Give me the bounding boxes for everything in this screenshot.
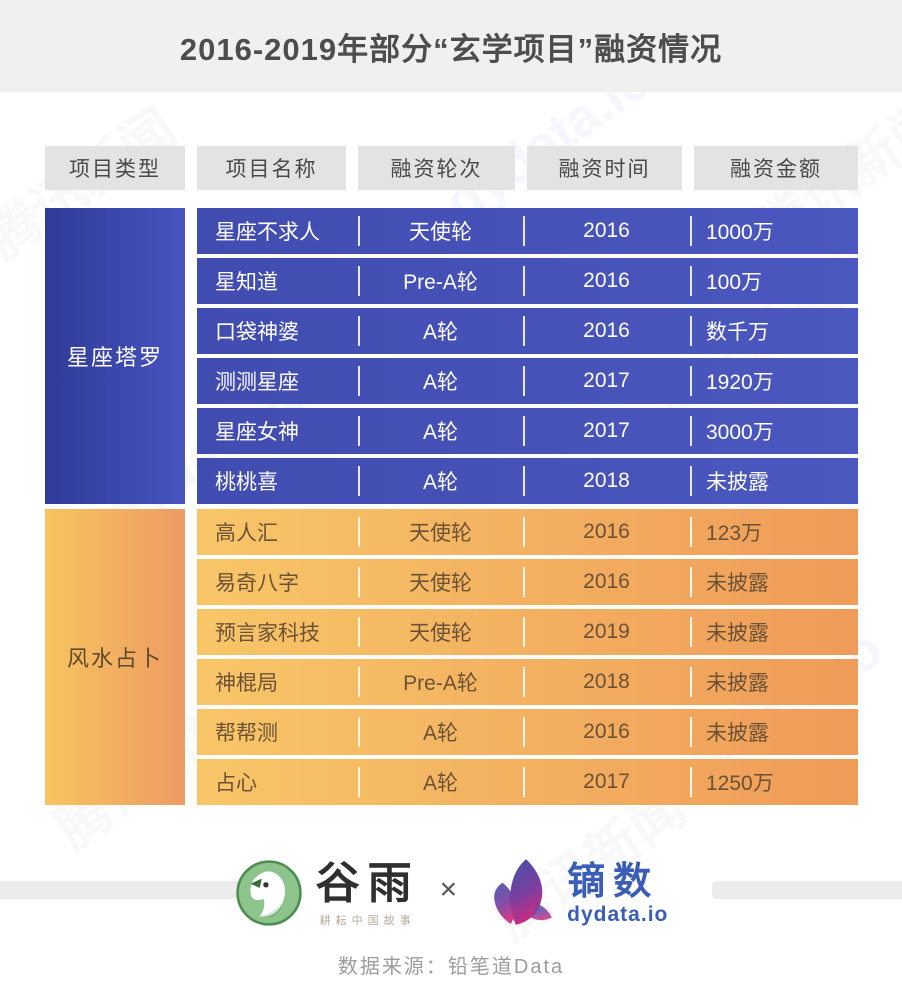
dydata-wordmark: 镝数 dydata.io [567,861,669,927]
table-row: 星座不求人 天使轮 2016 1000万 [197,208,858,254]
funding-round-cell: 天使轮 [358,559,523,605]
funding-year-cell: 2016 [523,509,690,555]
funding-amount-cell: 数千万 [690,308,858,354]
funding-amount-cell: 1250万 [690,759,858,805]
guyu-wordmark: 谷雨 耕耘中国故事 [316,862,420,928]
table-row: 预言家科技 天使轮 2019 未披露 [197,609,858,655]
dydata-domain: dydata.io [567,902,669,926]
column-header: 融资金额 [694,146,858,190]
section-rows: 高人汇 天使轮 2016 123万 易奇八字 天使轮 2016 未披露 预言家科技 天使轮 2019… [197,509,858,805]
funding-year-cell: 2017 [523,358,690,404]
table-row: 占心 A轮 2017 1250万 [197,759,858,805]
funding-amount-cell: 123万 [690,509,858,555]
table-section-blue: 星座塔罗 星座不求人 天使轮 2016 1000万 星知道 Pre-A轮 2016 100万 口袋… [45,208,858,504]
dydata-logo: 镝数 dydata.io [485,856,668,935]
data-source: 数据来源：铅笔道Data [337,956,565,978]
column-header: 项目名称 [197,146,346,190]
table-row: 帮帮测 A轮 2016 未披露 [197,709,858,755]
funding-amount-cell: 1000万 [690,208,858,254]
project-name-cell: 星座不求人 [215,221,320,244]
funding-year-cell: 2017 [523,759,690,805]
guyu-bird-icon [234,858,304,933]
project-name-cell: 易奇八字 [215,572,299,595]
project-name-cell: 预言家科技 [215,622,320,645]
funding-round-cell: A轮 [358,709,523,755]
table-body: 星座塔罗 星座不求人 天使轮 2016 1000万 星知道 Pre-A轮 2016 100万 口袋… [45,208,858,805]
guyu-logo: 谷雨 耕耘中国故事 [234,858,420,933]
table-header-row: 项目类型 项目名称 融资轮次 融资时间 融资金额 [45,146,858,190]
table-row: 口袋神婆 A轮 2016 数千万 [197,308,858,354]
funding-amount-cell: 1920万 [690,358,858,404]
category-label: 风水占卜 [45,509,185,805]
table-row: 测测星座 A轮 2017 1920万 [197,358,858,404]
funding-year-cell: 2017 [523,408,690,454]
guyu-name: 谷雨 [315,859,420,908]
title-band: 2016-2019年部分“玄学项目”融资情况 [0,0,902,92]
right-divider-bar [712,881,902,899]
funding-round-cell: 天使轮 [358,208,523,254]
dydata-butterfly-icon [485,856,557,935]
table-row: 星知道 Pre-A轮 2016 100万 [197,258,858,304]
funding-round-cell: A轮 [358,759,523,805]
funding-amount-cell: 未披露 [690,659,858,705]
project-name-cell: 神棍局 [215,672,278,695]
funding-amount-cell: 100万 [690,258,858,304]
funding-round-cell: 天使轮 [358,509,523,555]
project-name-cell: 占心 [215,772,257,795]
funding-round-cell: A轮 [358,408,523,454]
funding-amount-cell: 未披露 [690,709,858,755]
table-row: 星座女神 A轮 2017 3000万 [197,408,858,454]
financing-table: 项目类型 项目名称 融资轮次 融资时间 融资金额 星座塔罗 星座不求人 天使轮 2016 100… [45,146,858,810]
project-name-cell: 测测星座 [215,371,299,394]
table-row: 神棍局 Pre-A轮 2018 未披露 [197,659,858,705]
funding-amount-cell: 未披露 [690,609,858,655]
section-rows: 星座不求人 天使轮 2016 1000万 星知道 Pre-A轮 2016 100万 口袋神婆 A轮… [197,208,858,504]
table-row: 高人汇 天使轮 2016 123万 [197,509,858,555]
column-header: 融资时间 [527,146,682,190]
funding-round-cell: Pre-A轮 [358,659,523,705]
project-name-cell: 星座女神 [215,421,299,444]
left-divider-bar [0,881,285,899]
project-name-cell: 桃桃喜 [215,471,278,494]
funding-amount-cell: 未披露 [690,559,858,605]
funding-round-cell: A轮 [358,458,523,504]
funding-amount-cell: 3000万 [690,408,858,454]
funding-amount-cell: 未披露 [690,458,858,504]
table-row: 易奇八字 天使轮 2016 未披露 [197,559,858,605]
funding-year-cell: 2016 [523,258,690,304]
project-name-cell: 星知道 [215,271,278,294]
funding-round-cell: A轮 [358,358,523,404]
funding-year-cell: 2019 [523,609,690,655]
funding-year-cell: 2018 [523,659,690,705]
column-header: 融资轮次 [358,146,515,190]
page-title: 2016-2019年部分“玄学项目”融资情况 [179,31,723,67]
funding-year-cell: 2016 [523,208,690,254]
brand-row: 谷雨 耕耘中国故事 × 镝数 dydata.io [0,845,902,945]
guyu-slogan: 耕耘中国故事 [319,915,416,927]
funding-round-cell: A轮 [358,308,523,354]
funding-year-cell: 2016 [523,559,690,605]
dydata-name: 镝数 [567,861,660,904]
project-name-cell: 帮帮测 [215,722,278,745]
funding-year-cell: 2016 [523,308,690,354]
column-header: 项目类型 [45,146,185,190]
category-label: 星座塔罗 [45,208,185,504]
table-section-orange: 风水占卜 高人汇 天使轮 2016 123万 易奇八字 天使轮 2016 未披露 预言家科技 天使轮… [45,509,858,805]
project-name-cell: 高人汇 [215,522,278,545]
cross-separator: × [439,873,458,906]
funding-round-cell: Pre-A轮 [358,258,523,304]
funding-round-cell: 天使轮 [358,609,523,655]
table-row: 桃桃喜 A轮 2018 未披露 [197,458,858,504]
funding-year-cell: 2018 [523,458,690,504]
funding-year-cell: 2016 [523,709,690,755]
project-name-cell: 口袋神婆 [215,321,299,344]
